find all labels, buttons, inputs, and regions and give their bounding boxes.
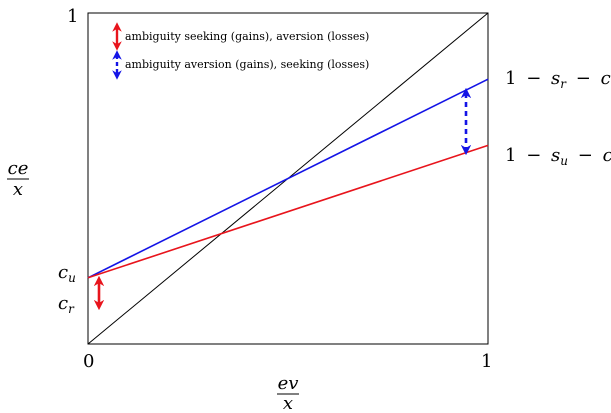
x-label-numerator: ev (278, 373, 299, 394)
y-axis-label: ce x (7, 158, 29, 200)
y-label-denominator: x (13, 179, 23, 200)
cr-label: cr (58, 293, 75, 316)
x-axis-label: ev x (277, 373, 299, 413)
legend-red-label: ambiguity seeking (gains), aversion (los… (125, 30, 369, 43)
cu-label: cu (58, 262, 76, 285)
x-min-label: 0 (83, 351, 94, 372)
x-label-denominator: x (283, 393, 293, 413)
x-max-label: 1 (481, 351, 492, 372)
y-max-label: 1 (67, 6, 78, 27)
plot-frame (87, 12, 489, 345)
y-label-numerator: ce (8, 158, 29, 179)
legend: ambiguity seeking (gains), aversion (los… (112, 22, 369, 80)
red-line-end-label: 1 − su − cu (505, 145, 611, 170)
blue-line-end-label: 1 − sr − cr (505, 68, 611, 93)
legend-blue-label: ambiguity aversion (gains), seeking (los… (125, 58, 369, 71)
red-line (87, 144, 489, 279)
blue-line (87, 78, 489, 279)
